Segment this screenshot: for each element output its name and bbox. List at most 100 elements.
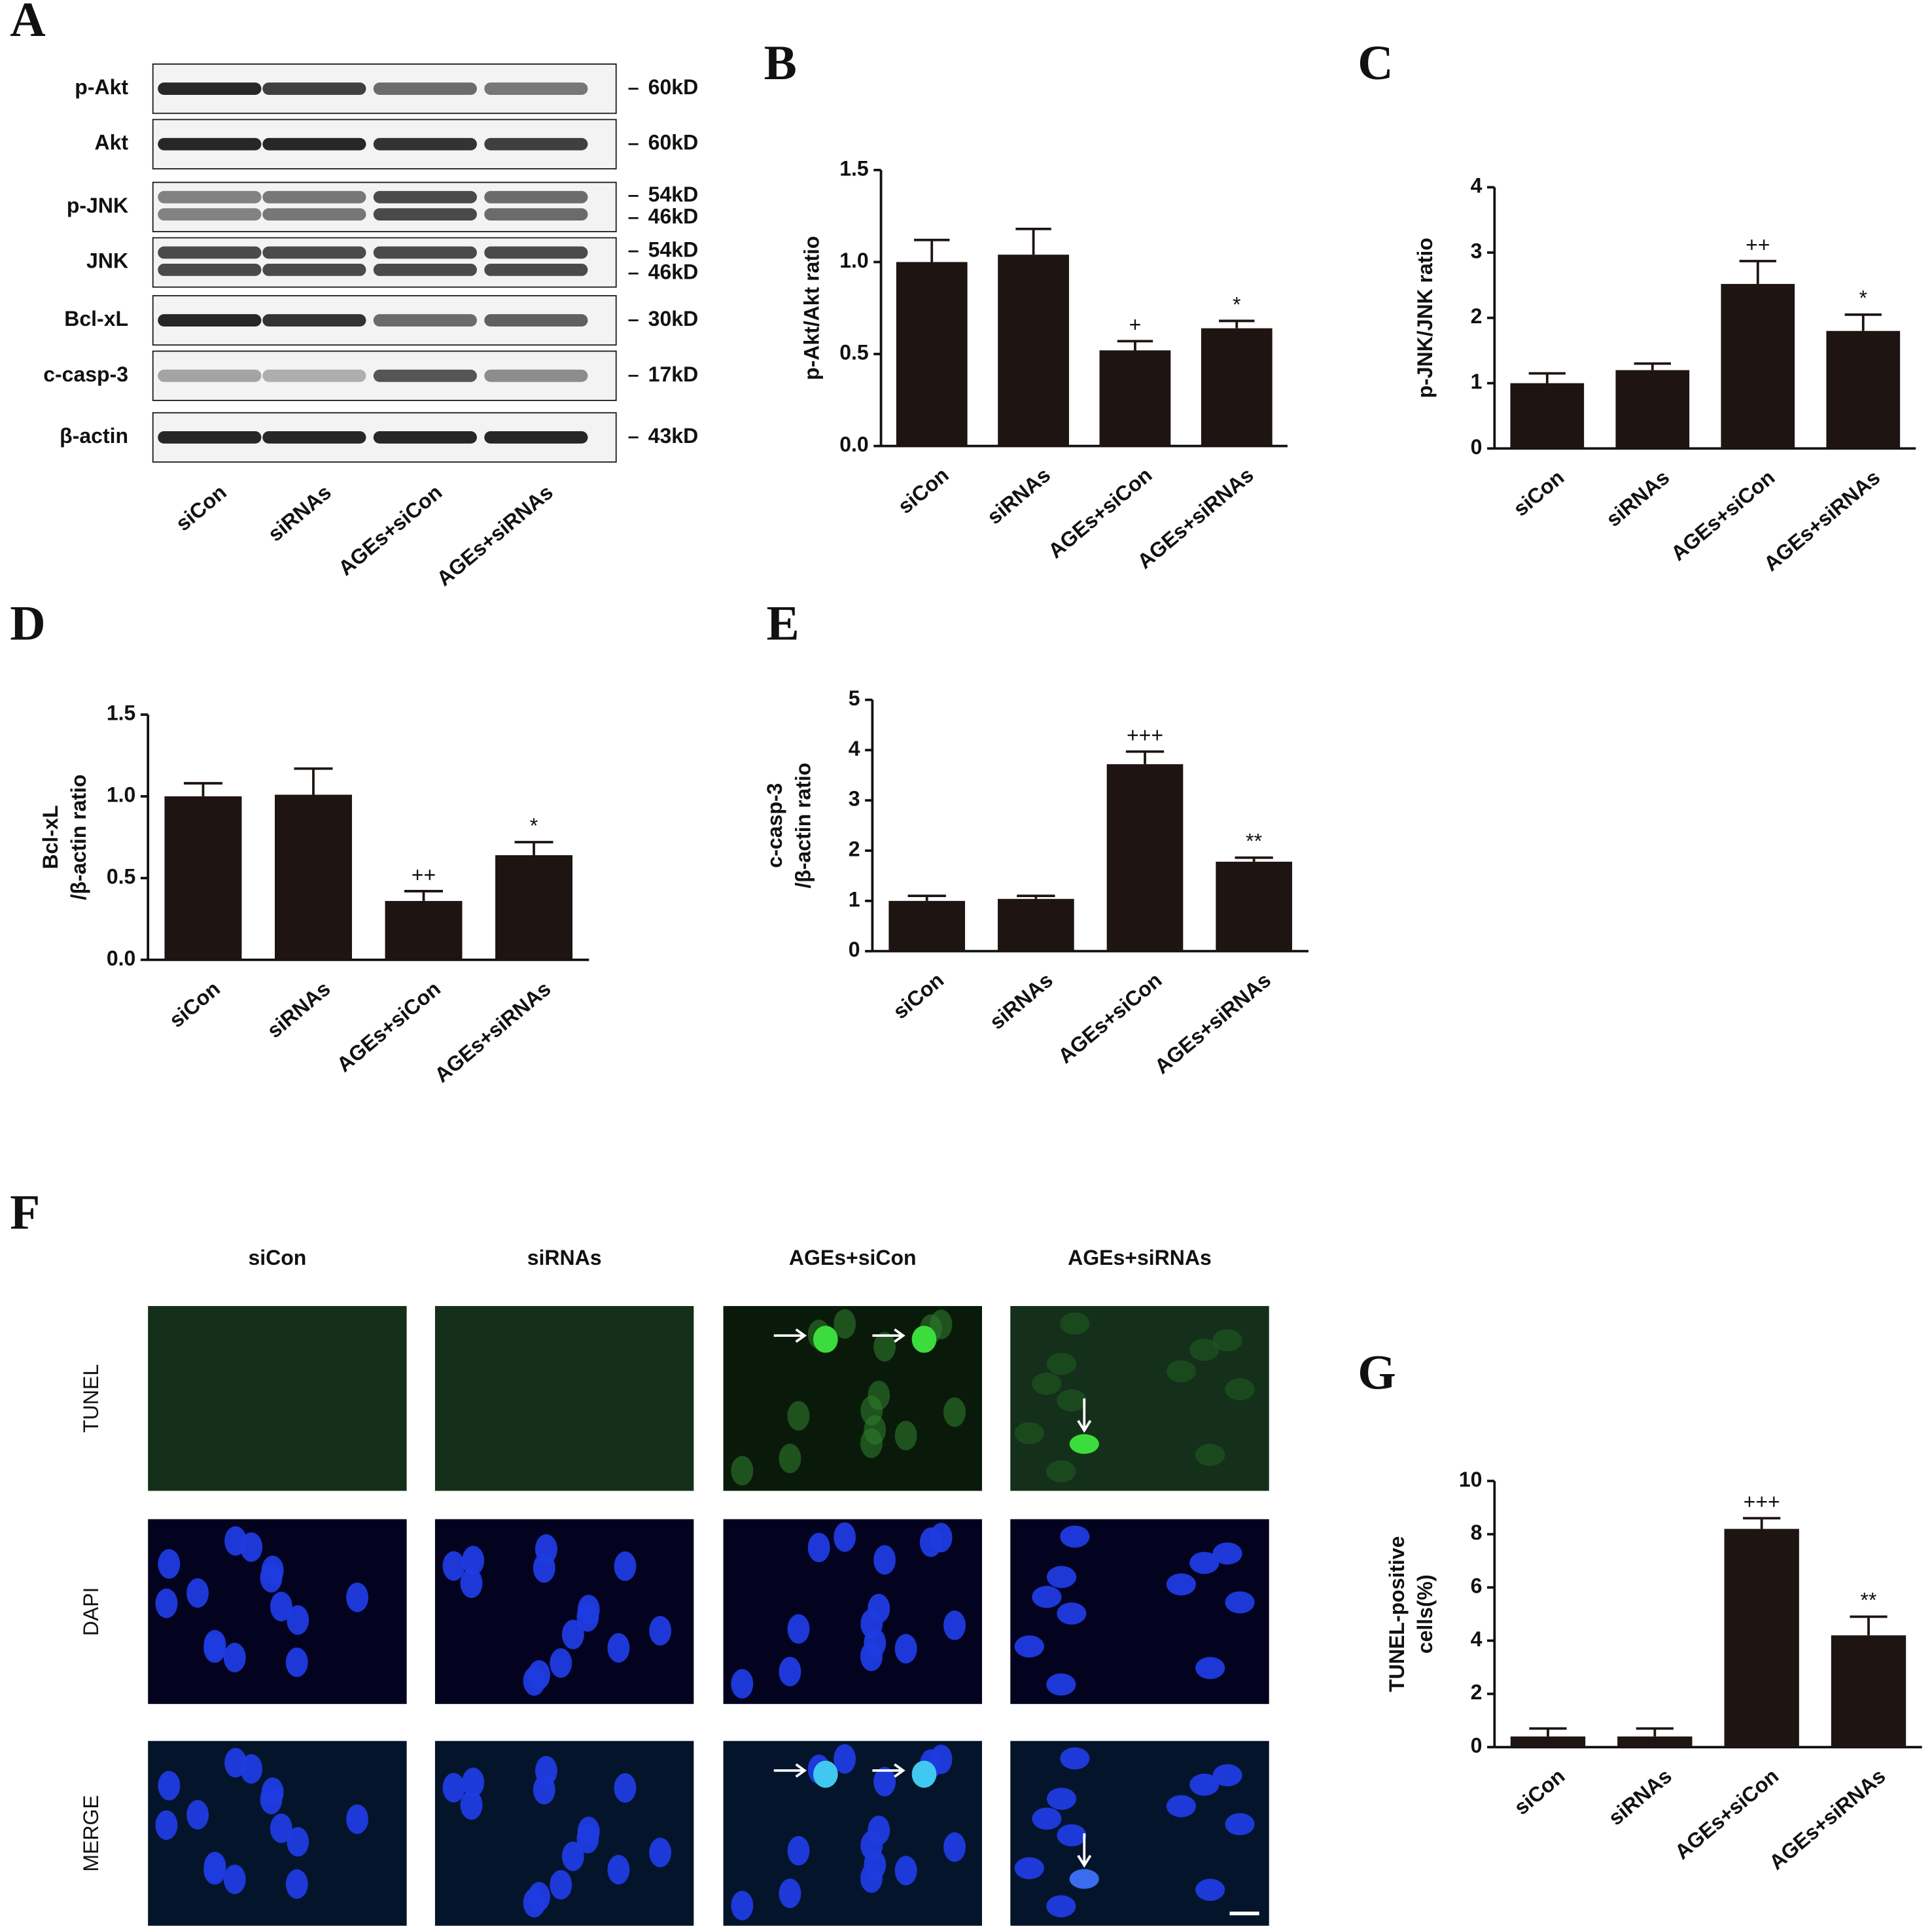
blot-band [484, 208, 588, 221]
bar [1721, 283, 1795, 449]
bar [275, 794, 352, 960]
blot-band [262, 314, 366, 327]
significance-label: * [1859, 287, 1867, 310]
bar [888, 900, 966, 951]
nucleus [807, 1532, 830, 1563]
nucleus [287, 1605, 309, 1635]
significance-label: * [530, 814, 538, 838]
y-tick-label: 1.0 [839, 249, 868, 272]
blot-band [484, 246, 588, 259]
nucleus [1046, 1566, 1077, 1589]
y-axis-label: c-casp-3 [763, 783, 786, 868]
kd-marker: 60kD [648, 131, 699, 154]
y-tick-label: 2 [1471, 304, 1483, 328]
significance-label: + [1129, 313, 1142, 336]
apoptotic-nucleus [813, 1760, 838, 1788]
bar [1510, 1736, 1586, 1748]
bar [495, 855, 573, 960]
nucleus [203, 1855, 226, 1885]
nucleus [533, 1553, 555, 1583]
nucleus [1060, 1747, 1090, 1770]
nucleus [1189, 1338, 1220, 1361]
nucleus [860, 1641, 883, 1671]
kd-marker: 54kD [648, 238, 699, 262]
blot-band [484, 314, 588, 327]
y-axis-label: Bcl-xL [39, 805, 62, 870]
blot-row-label: β-actin [60, 424, 128, 448]
nucleus [1032, 1807, 1062, 1830]
blot-band [373, 369, 477, 382]
y-tick-label: 1.5 [107, 701, 135, 725]
nucleus [561, 1841, 584, 1871]
kd-marker: 60kD [648, 75, 699, 99]
nucleus [261, 1555, 284, 1585]
blot-band [484, 190, 588, 203]
nucleus [528, 1660, 550, 1690]
y-tick-label: 0 [849, 938, 860, 961]
x-tick-label: AGEs+siCon [1053, 968, 1166, 1068]
nucleus [1225, 1812, 1255, 1835]
x-tick-label: siCon [888, 968, 948, 1023]
bar [998, 255, 1069, 446]
micrograph [434, 1305, 694, 1491]
nucleus [158, 1549, 181, 1579]
nucleus [346, 1804, 369, 1834]
x-tick-label: siCon [165, 977, 224, 1033]
blot-band [373, 190, 477, 203]
nucleus [261, 1777, 284, 1807]
column-label: siCon [248, 1246, 306, 1269]
bar [1826, 330, 1901, 449]
nucleus [550, 1648, 572, 1678]
nucleus [1212, 1542, 1242, 1565]
nucleus [860, 1428, 883, 1459]
panel-letter: A [10, 0, 45, 47]
y-axis-label: TUNEL-positive [1385, 1536, 1409, 1692]
bar [385, 900, 463, 960]
bar [1831, 1635, 1906, 1748]
nucleus [779, 1443, 801, 1474]
nucleus [462, 1546, 485, 1576]
bar [1617, 1736, 1693, 1748]
y-axis-label: p-JNK/JNK ratio [1413, 238, 1437, 398]
apoptotic-nucleus [1069, 1434, 1099, 1454]
nucleus [561, 1619, 584, 1650]
nucleus [1195, 1879, 1225, 1901]
blot-band [262, 190, 366, 203]
x-tick-label: AGEs+siRNAs [1150, 968, 1275, 1078]
nucleus [834, 1309, 856, 1339]
column-label: AGEs+siCon [789, 1246, 917, 1269]
x-tick-label: siRNAs [983, 463, 1055, 529]
blot-band [262, 82, 366, 95]
nucleus [787, 1614, 810, 1644]
lane-label: siRNAs [264, 480, 336, 546]
nucleus [860, 1863, 883, 1893]
blot-row-label: p-Akt [75, 75, 128, 99]
significance-label: +++ [1127, 724, 1163, 747]
nucleus [607, 1633, 630, 1663]
nucleus [943, 1397, 966, 1427]
y-tick-label: 4 [849, 737, 860, 760]
nucleus [1057, 1602, 1087, 1625]
y-tick-label: 3 [1471, 239, 1483, 262]
nucleus [462, 1767, 485, 1797]
nucleus [577, 1595, 600, 1625]
blot-band [262, 246, 366, 259]
kd-marker: 46kD [648, 205, 699, 228]
nucleus [649, 1616, 672, 1646]
y-tick-label: 2 [1471, 1680, 1483, 1704]
y-axis-label: /β-actin ratio [67, 774, 90, 900]
nucleus [943, 1832, 966, 1862]
nucleus [894, 1856, 917, 1886]
blot-strip [152, 237, 617, 288]
bar [1106, 764, 1184, 951]
blot-band [158, 246, 262, 259]
nucleus [1189, 1773, 1220, 1796]
y-axis-label: p-Akt/Akt ratio [799, 236, 823, 380]
blot-band [158, 82, 262, 95]
y-tick-label: 3 [849, 787, 860, 811]
blot-band [484, 431, 588, 444]
y-tick-label: 0.0 [107, 946, 135, 970]
nucleus [460, 1790, 483, 1820]
nucleus [779, 1879, 801, 1909]
